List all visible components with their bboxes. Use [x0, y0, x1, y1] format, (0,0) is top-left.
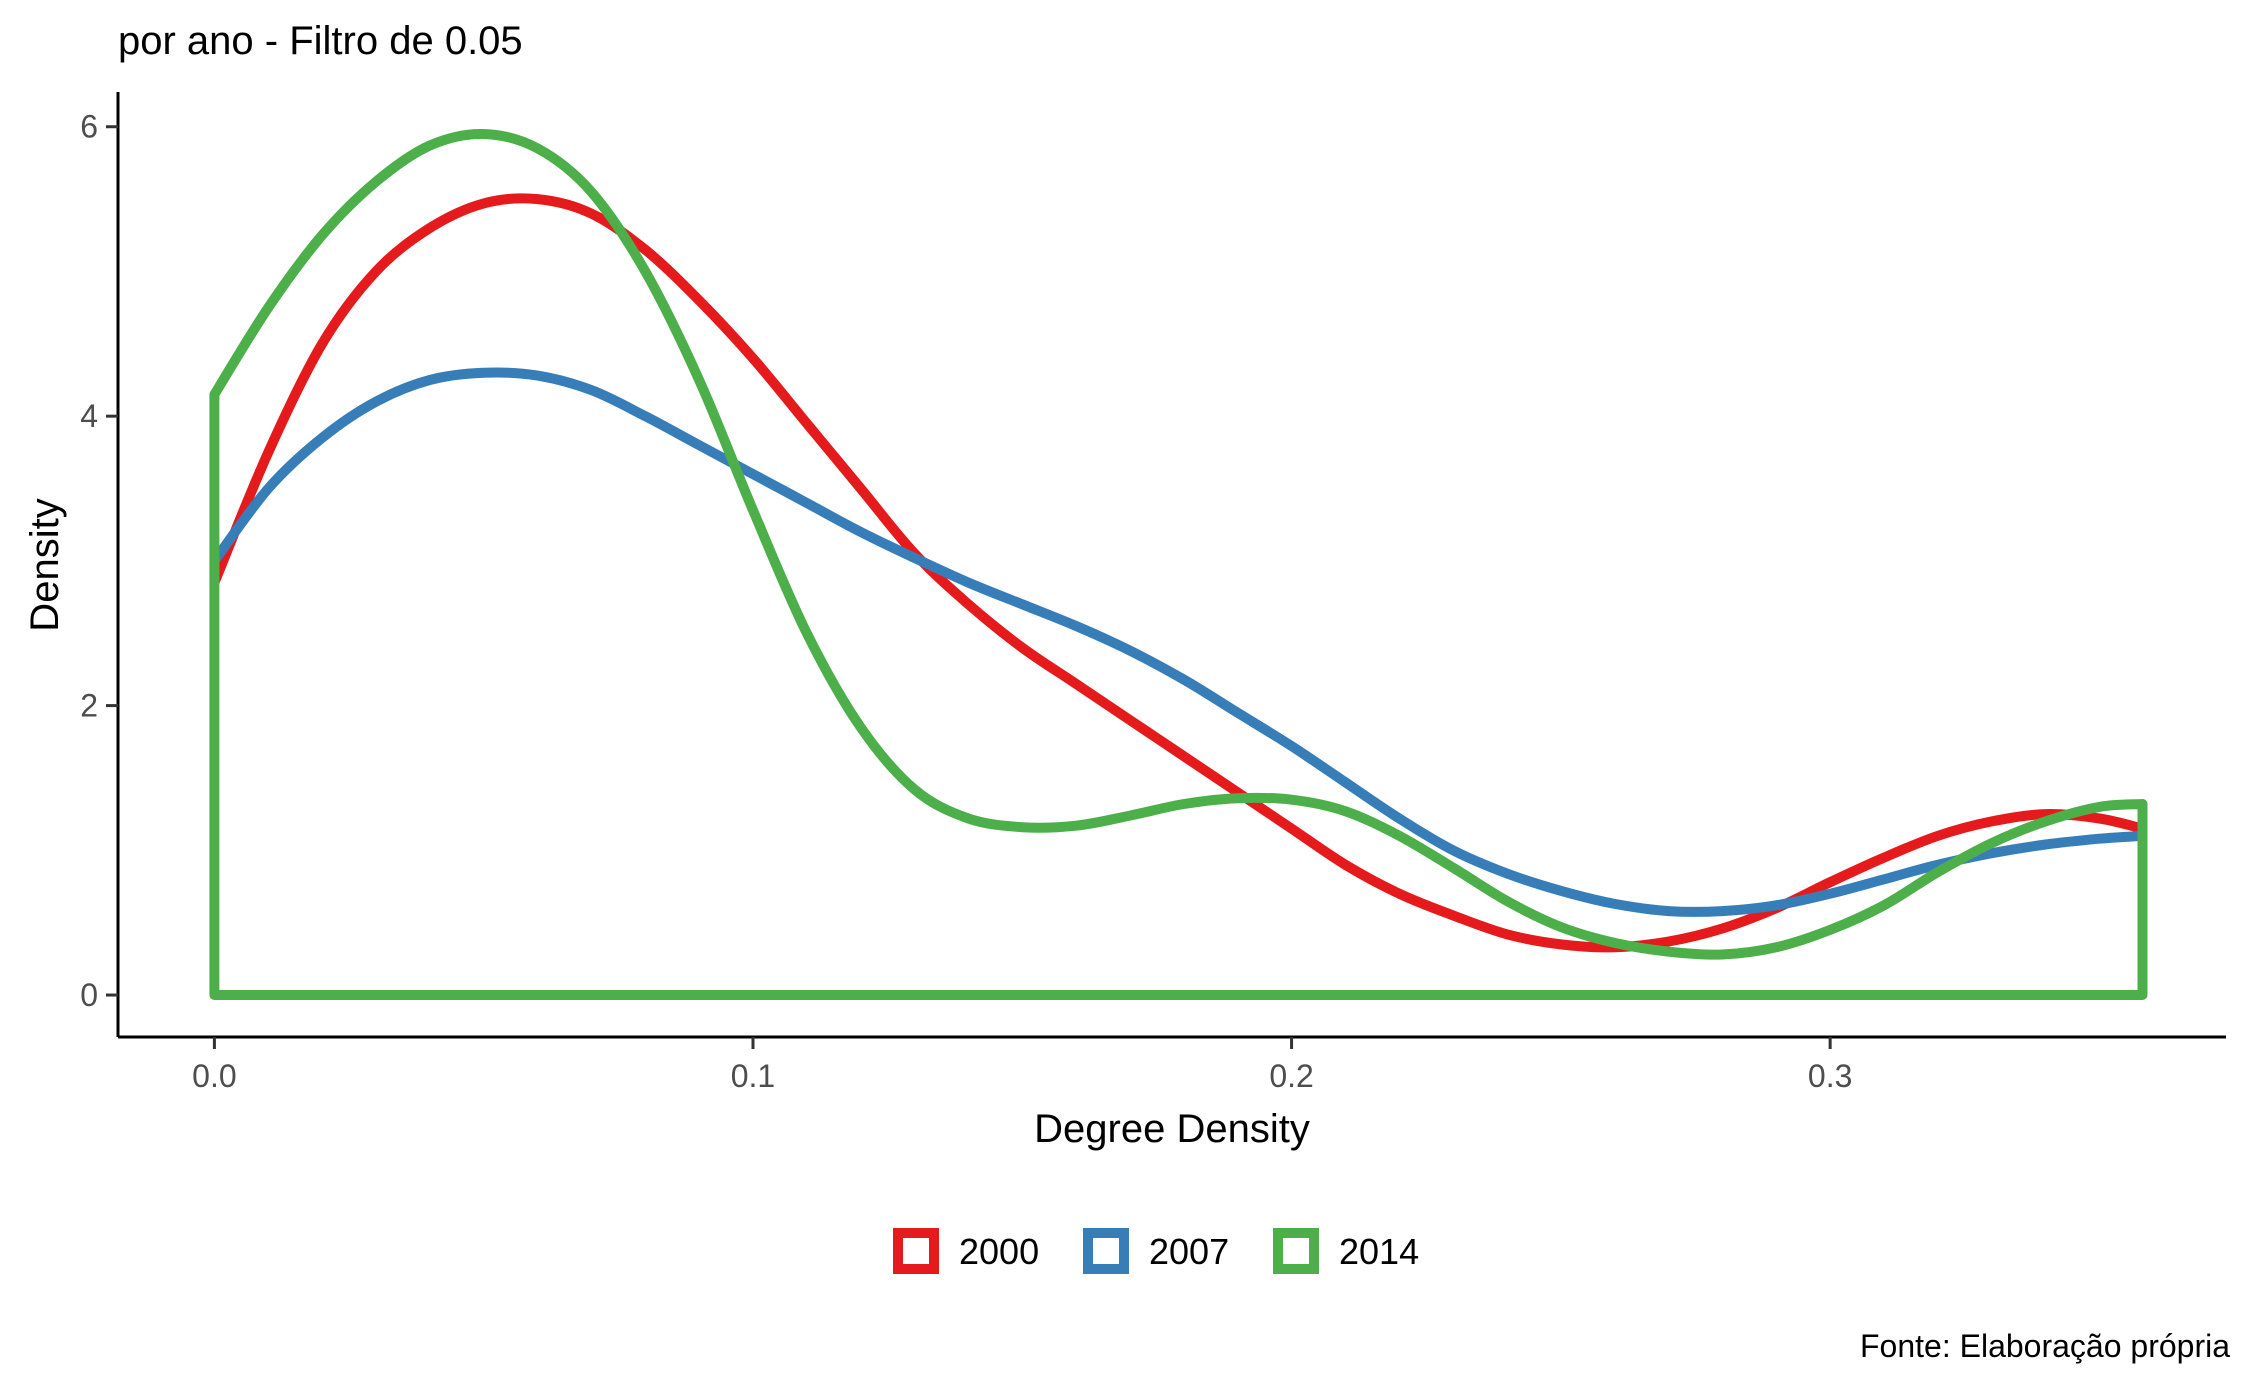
series-line-2014	[209, 128, 2148, 1000]
series-line-2007	[210, 367, 2143, 917]
chart-title: por ano - Filtro de 0.05	[118, 19, 523, 63]
x-tick-label: 0.3	[1808, 1058, 1852, 1094]
legend: 2000 2007 2014	[893, 1228, 1419, 1274]
y-tick-label: 2	[80, 688, 98, 724]
x-axis-title: Degree Density	[1034, 1107, 1310, 1151]
series-line-2000	[209, 193, 2144, 953]
y-axis-title: Density	[23, 498, 67, 631]
x-tick-label: 0.2	[1269, 1058, 1313, 1094]
legend-swatch-2007	[1083, 1228, 1129, 1274]
y-tick-label: 0	[80, 977, 98, 1013]
x-tick-label: 0.1	[731, 1058, 775, 1094]
chart-caption: Fonte: Elaboração própria	[1860, 1328, 2230, 1364]
x-axis-ticks: 0.0 0.1 0.2 0.3	[192, 1037, 1852, 1094]
y-axis-ticks: 0 2 4 6	[80, 109, 118, 1013]
legend-swatch-2000	[893, 1228, 939, 1274]
plot-lines	[209, 128, 2148, 1000]
legend-swatch-2014	[1273, 1228, 1319, 1274]
y-tick-label: 4	[80, 398, 98, 434]
x-tick-label: 0.0	[192, 1058, 236, 1094]
y-tick-label: 6	[80, 109, 98, 145]
legend-label-2000: 2000	[959, 1231, 1039, 1272]
legend-label-2014: 2014	[1339, 1231, 1419, 1272]
legend-label-2007: 2007	[1149, 1231, 1229, 1272]
